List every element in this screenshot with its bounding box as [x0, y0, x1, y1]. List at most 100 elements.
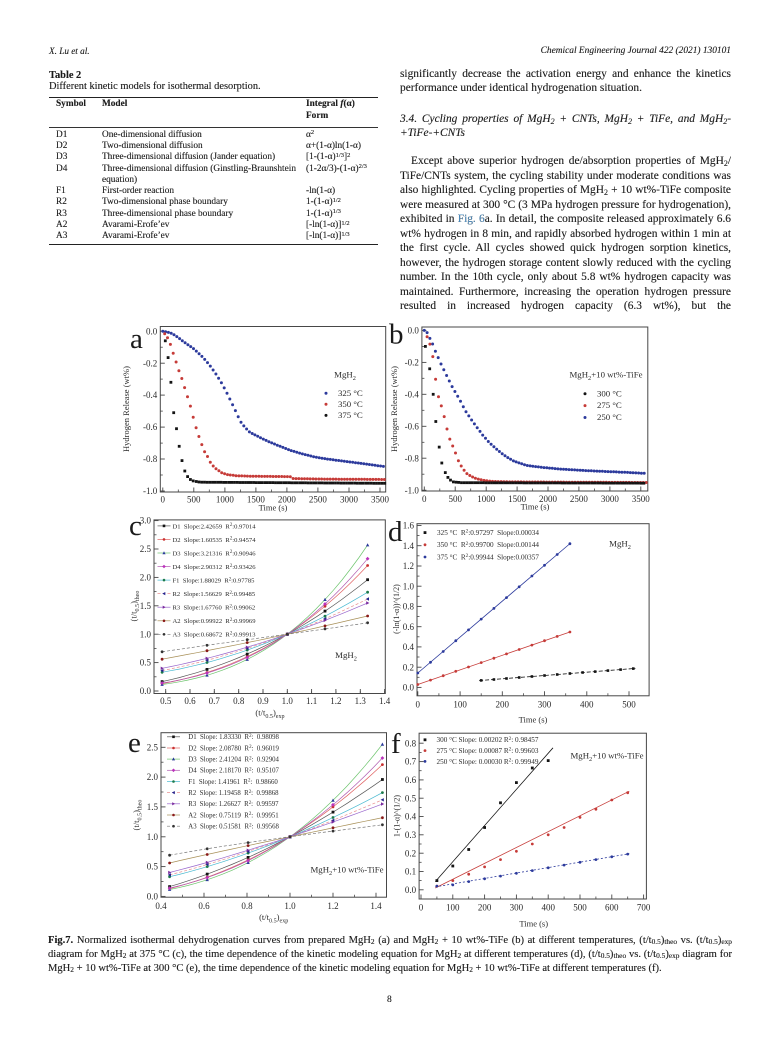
svg-text:e: e — [128, 727, 141, 759]
svg-text:-0.8: -0.8 — [143, 454, 158, 464]
svg-text:0.0: 0.0 — [146, 326, 158, 336]
svg-text:0.7: 0.7 — [405, 757, 417, 767]
svg-text:D3 Slope:3.21316 R2:0.90946: D3 Slope:3.21316 R2:0.90946 — [173, 550, 257, 557]
svg-text:400: 400 — [580, 699, 594, 709]
svg-text:700: 700 — [637, 902, 651, 912]
svg-text:275 °C: 275 °C — [597, 400, 622, 410]
svg-text:D3 Slope: 2.41204 R2: 0.929: D3 Slope: 2.41204 R2: 0.92904 — [188, 756, 279, 763]
svg-text:0.2: 0.2 — [405, 848, 416, 858]
svg-text:0.9: 0.9 — [257, 696, 269, 706]
svg-text:MgH2: MgH2 — [335, 650, 357, 663]
svg-text:0.8: 0.8 — [403, 602, 415, 612]
svg-text:-0.4: -0.4 — [143, 390, 158, 400]
svg-text:R3 Slope: 1.26627 R2: 0.995: R3 Slope: 1.26627 R2: 0.99597 — [188, 801, 279, 808]
svg-text:500: 500 — [622, 699, 636, 709]
svg-text:Hydrogen Release (wt%): Hydrogen Release (wt%) — [389, 366, 399, 452]
svg-text:1000: 1000 — [477, 494, 496, 504]
svg-text:325 °C R2:0.97297 Slope:0.00: 325 °C R2:0.97297 Slope:0.00034 — [437, 529, 539, 537]
svg-text:0.5: 0.5 — [140, 658, 152, 668]
svg-text:600: 600 — [605, 902, 619, 912]
svg-text:-1.0: -1.0 — [405, 485, 420, 495]
svg-text:c: c — [129, 510, 142, 542]
svg-text:0.7: 0.7 — [209, 696, 221, 706]
svg-text:0.1: 0.1 — [405, 867, 416, 877]
svg-text:100: 100 — [453, 699, 467, 709]
svg-text:500: 500 — [573, 902, 587, 912]
svg-text:0.0: 0.0 — [405, 885, 417, 895]
svg-text:1.2: 1.2 — [403, 561, 414, 571]
svg-text:2.0: 2.0 — [140, 573, 152, 583]
svg-text:1.3: 1.3 — [355, 696, 367, 706]
svg-text:(t/t0.5)exp: (t/t0.5)exp — [255, 708, 284, 720]
svg-text:3500: 3500 — [371, 495, 390, 505]
svg-text:d: d — [388, 516, 403, 548]
svg-text:300 °C: 300 °C — [597, 388, 622, 398]
svg-text:300 °C Slope: 0.00202 R2: 0.98: 300 °C Slope: 0.00202 R2: 0.98457 — [437, 736, 539, 744]
svg-text:Time (s): Time (s) — [521, 502, 550, 512]
svg-text:375 °C R2:0.99944 Slope:0.00: 375 °C R2:0.99944 Slope:0.00357 — [437, 553, 539, 561]
svg-text:0.3: 0.3 — [405, 830, 417, 840]
svg-text:0: 0 — [161, 495, 166, 505]
svg-text:-0.2: -0.2 — [405, 358, 419, 368]
svg-text:R3 Slope:1.67760 R2:0.99062: R3 Slope:1.67760 R2:0.99062 — [173, 604, 256, 611]
svg-text:300: 300 — [538, 699, 552, 709]
svg-text:1.5: 1.5 — [140, 601, 152, 611]
svg-text:1.1: 1.1 — [306, 696, 317, 706]
svg-text:-1.0: -1.0 — [143, 486, 158, 496]
svg-text:2000: 2000 — [278, 495, 297, 505]
svg-text:0.4: 0.4 — [405, 812, 417, 822]
svg-text:Hydrogen Release (wt%): Hydrogen Release (wt%) — [121, 366, 131, 452]
svg-text:1500: 1500 — [247, 495, 266, 505]
svg-text:1-(1-α)^(1/2): 1-(1-α)^(1/2) — [393, 795, 402, 837]
svg-text:F1 Slope:1.88029 R2:0.97785: F1 Slope:1.88029 R2:0.97785 — [173, 577, 256, 584]
svg-text:MgH2: MgH2 — [609, 539, 631, 552]
svg-text:MgH2+10 wt%-TiFe: MgH2+10 wt%-TiFe — [310, 865, 383, 878]
svg-text:3000: 3000 — [601, 494, 620, 504]
svg-text:3000: 3000 — [340, 495, 359, 505]
svg-text:350 °C: 350 °C — [338, 399, 363, 409]
svg-text:500: 500 — [448, 494, 462, 504]
svg-text:0.5: 0.5 — [147, 862, 159, 872]
svg-text:MgH2: MgH2 — [334, 370, 356, 383]
svg-text:D4 Slope: 2.18170 R2: 0.951: D4 Slope: 2.18170 R2: 0.95107 — [188, 768, 279, 775]
svg-text:R2 Slope:1.56629 R2:0.99485: R2 Slope:1.56629 R2:0.99485 — [173, 591, 256, 598]
svg-text:1.0: 1.0 — [147, 832, 159, 842]
svg-text:325 °C: 325 °C — [338, 388, 363, 398]
svg-text:-0.4: -0.4 — [405, 389, 420, 399]
svg-text:b: b — [389, 319, 404, 351]
svg-text:1.2: 1.2 — [327, 901, 338, 911]
svg-text:1.0: 1.0 — [403, 581, 415, 591]
svg-text:0.6: 0.6 — [403, 622, 415, 632]
svg-text:0.2: 0.2 — [403, 662, 414, 672]
svg-text:100: 100 — [446, 902, 460, 912]
svg-text:0.5: 0.5 — [160, 696, 172, 706]
svg-text:375 °C: 375 °C — [338, 410, 363, 420]
svg-text:0.5: 0.5 — [405, 793, 417, 803]
svg-text:-0.6: -0.6 — [405, 421, 420, 431]
svg-text:1.4: 1.4 — [403, 541, 415, 551]
svg-text:D2 Slope:1.60535 R2:0.94574: D2 Slope:1.60535 R2:0.94574 — [173, 537, 257, 544]
svg-text:1.4: 1.4 — [379, 696, 391, 706]
svg-text:350 °C R2:0.99700 Slope:0.00: 350 °C R2:0.99700 Slope:0.00144 — [437, 541, 539, 549]
svg-text:2.5: 2.5 — [147, 742, 159, 752]
svg-text:2.0: 2.0 — [147, 772, 159, 782]
svg-text:250 °C Slope: 0.00030 R2: 0.99: 250 °C Slope: 0.00030 R2: 0.99949 — [437, 757, 539, 765]
svg-text:1.4: 1.4 — [370, 901, 382, 911]
svg-text:0.0: 0.0 — [140, 686, 152, 696]
svg-text:0.0: 0.0 — [408, 326, 420, 336]
svg-text:1.0: 1.0 — [140, 629, 152, 639]
svg-text:A3 Slope: 0.51581 R2: 0.995: A3 Slope: 0.51581 R2: 0.99568 — [188, 823, 279, 830]
svg-text:-0.6: -0.6 — [143, 422, 158, 432]
svg-text:1.0: 1.0 — [282, 696, 294, 706]
svg-text:a: a — [130, 323, 143, 355]
svg-text:250 °C: 250 °C — [597, 412, 622, 422]
svg-text:1500: 1500 — [508, 494, 527, 504]
svg-text:3500: 3500 — [632, 494, 651, 504]
svg-text:0.8: 0.8 — [241, 901, 253, 911]
svg-text:300: 300 — [510, 902, 524, 912]
svg-text:2.5: 2.5 — [140, 544, 152, 554]
svg-text:R2 Slope: 1.19458 R2: 0.998: R2 Slope: 1.19458 R2: 0.99868 — [188, 790, 279, 797]
svg-text:0: 0 — [419, 902, 424, 912]
svg-text:500: 500 — [187, 495, 201, 505]
svg-text:0.6: 0.6 — [198, 901, 210, 911]
